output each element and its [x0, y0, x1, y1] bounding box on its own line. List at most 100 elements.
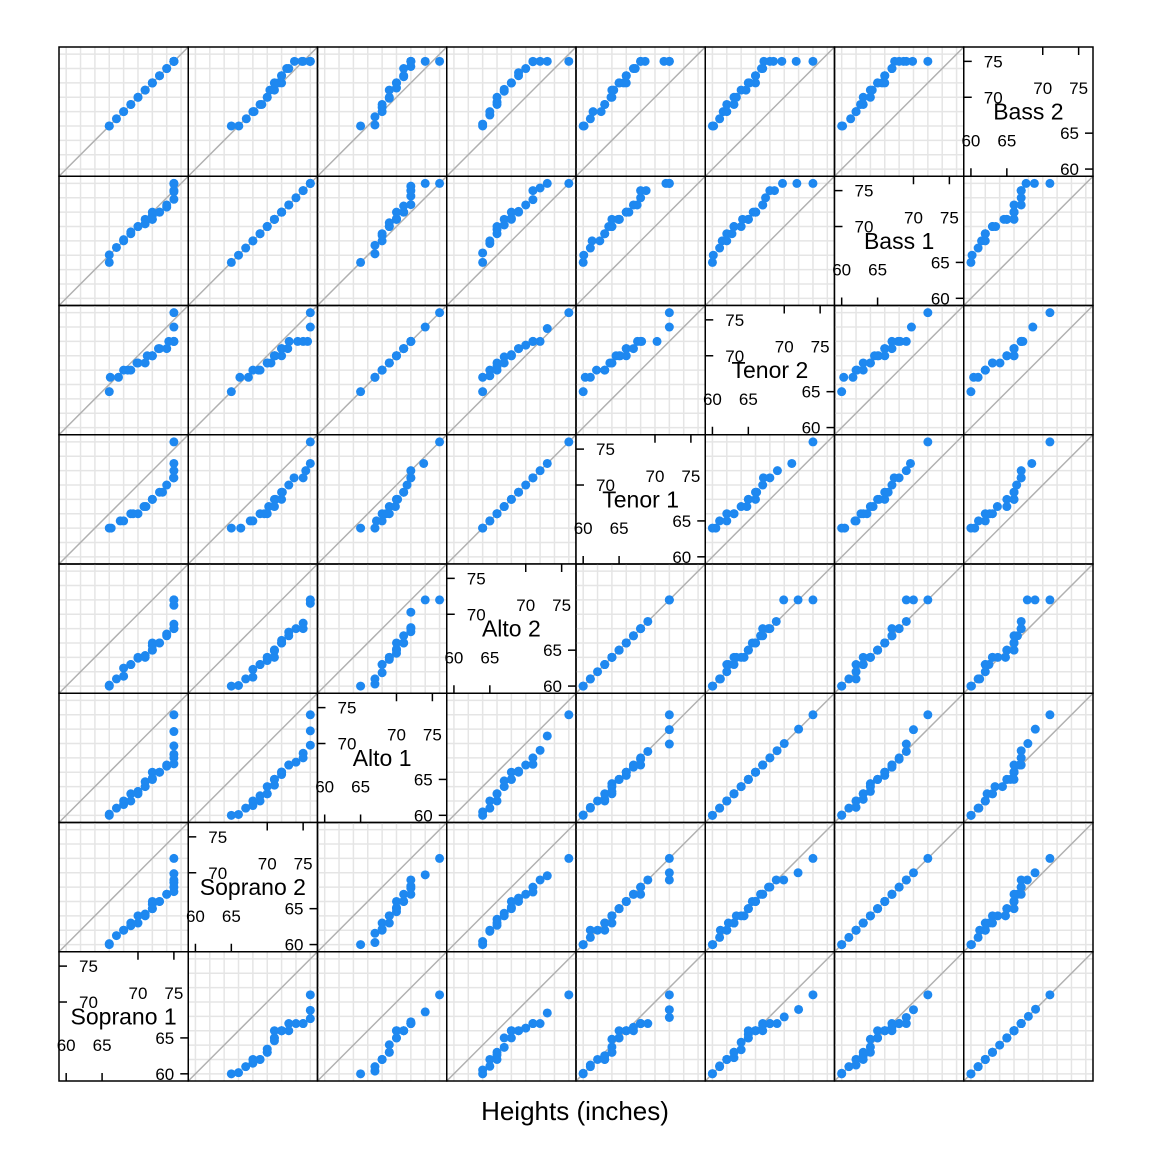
data-point: [865, 911, 875, 921]
data-point: [987, 358, 997, 368]
data-point: [614, 1026, 624, 1036]
data-point: [169, 853, 179, 863]
data-point: [155, 207, 165, 217]
data-point: [990, 782, 1000, 792]
data-point: [743, 645, 753, 655]
data-point: [628, 1022, 638, 1032]
diag-tick-label-bottom: 60: [57, 1036, 76, 1055]
reference-line: [963, 175, 1094, 307]
data-point: [607, 214, 617, 224]
data-point: [980, 236, 990, 246]
data-point: [1016, 1019, 1026, 1029]
data-point: [761, 193, 771, 203]
data-point: [664, 56, 674, 66]
data-point: [521, 889, 531, 899]
data-point: [636, 889, 646, 899]
data-point: [420, 870, 430, 880]
data-point: [169, 186, 179, 196]
reference-line: [187, 692, 319, 824]
data-point: [384, 358, 394, 368]
data-point: [255, 1054, 265, 1064]
data-point: [808, 56, 818, 66]
data-point: [485, 365, 495, 375]
data-point: [133, 786, 143, 796]
data-point: [729, 918, 739, 928]
data-point: [528, 336, 538, 346]
reference-line: [446, 692, 577, 824]
data-point: [640, 56, 650, 66]
data-point: [751, 896, 761, 906]
data-point: [506, 774, 516, 784]
data-point: [1001, 911, 1011, 921]
data-point: [169, 56, 179, 66]
data-point: [277, 78, 287, 88]
data-point: [579, 250, 589, 260]
data-point: [707, 810, 717, 820]
reference-line: [575, 46, 706, 177]
data-point: [708, 250, 718, 260]
data-point: [768, 56, 778, 66]
data-point: [974, 803, 984, 813]
diag-panel-bg: [705, 305, 835, 435]
data-point: [305, 178, 315, 188]
data-point: [506, 896, 516, 906]
data-point: [980, 796, 990, 806]
data-point: [758, 480, 768, 490]
data-point: [514, 344, 524, 354]
data-point: [133, 652, 143, 662]
data-point: [406, 466, 416, 476]
data-point: [722, 107, 732, 117]
data-point: [873, 1026, 883, 1036]
data-point: [844, 1062, 854, 1072]
data-point: [399, 889, 409, 899]
data-point: [858, 660, 868, 670]
data-point: [980, 1054, 990, 1064]
data-point: [664, 739, 674, 749]
data-point: [356, 681, 366, 691]
data-point: [521, 64, 531, 74]
data-point: [169, 741, 179, 751]
data-point: [269, 85, 279, 95]
data-point: [1045, 178, 1055, 188]
data-point: [485, 796, 495, 806]
diag-tick-label-right: 65: [802, 383, 821, 402]
data-point: [722, 796, 732, 806]
data-point: [628, 344, 638, 354]
data-point: [564, 853, 574, 863]
data-point: [406, 200, 416, 210]
data-point: [600, 99, 610, 109]
data-point: [715, 243, 725, 253]
data-point: [542, 56, 552, 66]
data-point: [901, 56, 911, 66]
data-point: [652, 336, 662, 346]
data-point: [169, 322, 179, 332]
data-point: [478, 937, 488, 947]
data-point: [973, 932, 983, 942]
data-point: [564, 178, 574, 188]
data-point: [435, 437, 445, 447]
data-point: [356, 257, 366, 267]
data-point: [997, 782, 1007, 792]
data-point: [162, 889, 172, 899]
data-point: [873, 1033, 883, 1043]
data-point: [255, 660, 265, 670]
data-point: [435, 56, 445, 66]
data-point: [880, 1026, 890, 1036]
data-point: [370, 674, 380, 684]
data-point: [291, 193, 301, 203]
diag-tick-label-bottom: 65: [93, 1036, 112, 1055]
data-point: [305, 1014, 315, 1024]
data-point: [887, 336, 897, 346]
data-point: [119, 516, 129, 526]
data-point: [980, 229, 990, 239]
data-point: [901, 595, 911, 605]
data-point: [155, 638, 165, 648]
data-point: [162, 480, 172, 490]
data-point: [485, 1054, 495, 1064]
data-point: [1023, 739, 1033, 749]
data-point: [377, 924, 387, 934]
diag-tick-label-right: 60: [1060, 160, 1079, 179]
diag-tick-label-top: 70: [129, 984, 148, 1003]
data-point: [226, 523, 236, 533]
data-point: [743, 1026, 753, 1036]
